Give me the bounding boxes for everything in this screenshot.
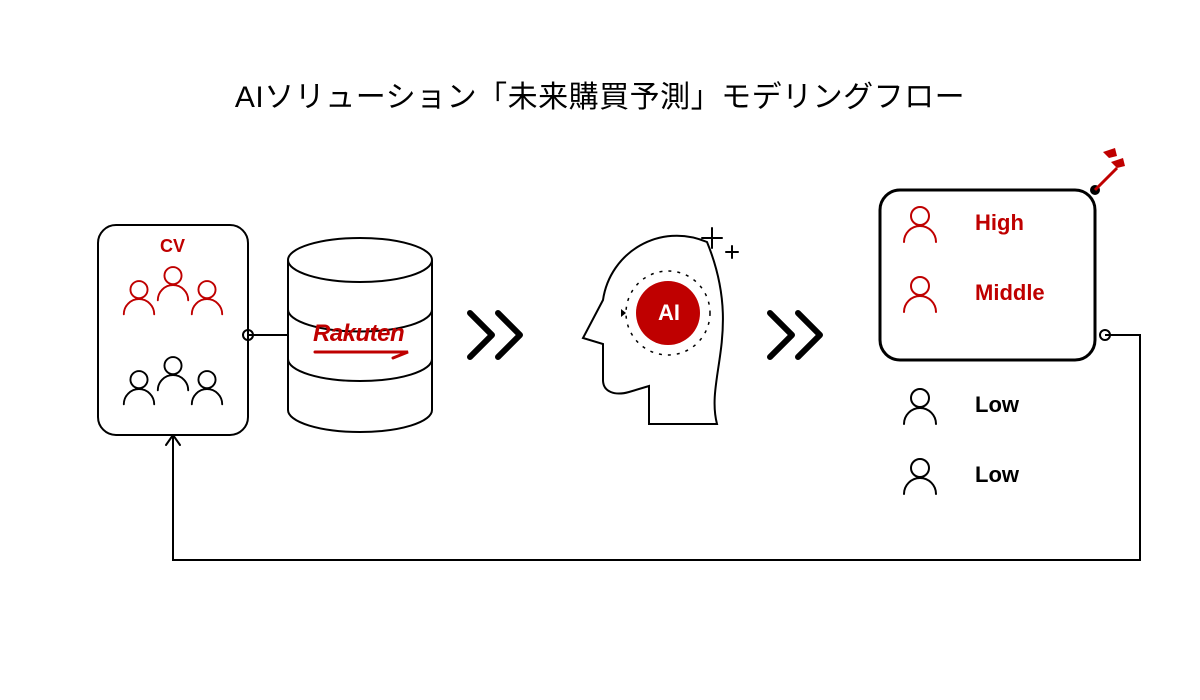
diagram-svg — [0, 0, 1200, 700]
segment-label-3: Low — [975, 462, 1019, 488]
sparkle-icon — [726, 246, 738, 258]
noncv-user-icon — [124, 371, 154, 404]
rakuten-underline — [315, 352, 408, 358]
noncv-user-icon — [158, 357, 188, 390]
feedback-line — [173, 335, 1140, 560]
sparkle-icon — [702, 228, 722, 248]
cv-user-icon — [124, 281, 154, 314]
segment-label-1: Middle — [975, 280, 1045, 306]
flow-arrow-icon — [470, 313, 520, 357]
cv-label: CV — [160, 236, 185, 257]
ai-head-icon — [583, 236, 723, 424]
cv-user-icon — [192, 281, 222, 314]
noncv-user-icon — [192, 371, 222, 404]
segment-label-0: High — [975, 210, 1024, 236]
segment-user-icon — [904, 459, 936, 494]
segment-user-icon — [904, 207, 936, 242]
ai-label: AI — [655, 300, 683, 326]
database-icon — [288, 238, 432, 282]
segment-user-icon — [904, 389, 936, 424]
diagram-canvas: AIソリューション「未来購買予測」モデリングフロー CVRakutenAIHig… — [0, 0, 1200, 700]
flow-arrow-icon — [770, 313, 820, 357]
cv-user-icon — [158, 267, 188, 300]
database-label: Rakuten — [313, 320, 404, 348]
segment-user-icon — [904, 277, 936, 312]
segment-label-2: Low — [975, 392, 1019, 418]
